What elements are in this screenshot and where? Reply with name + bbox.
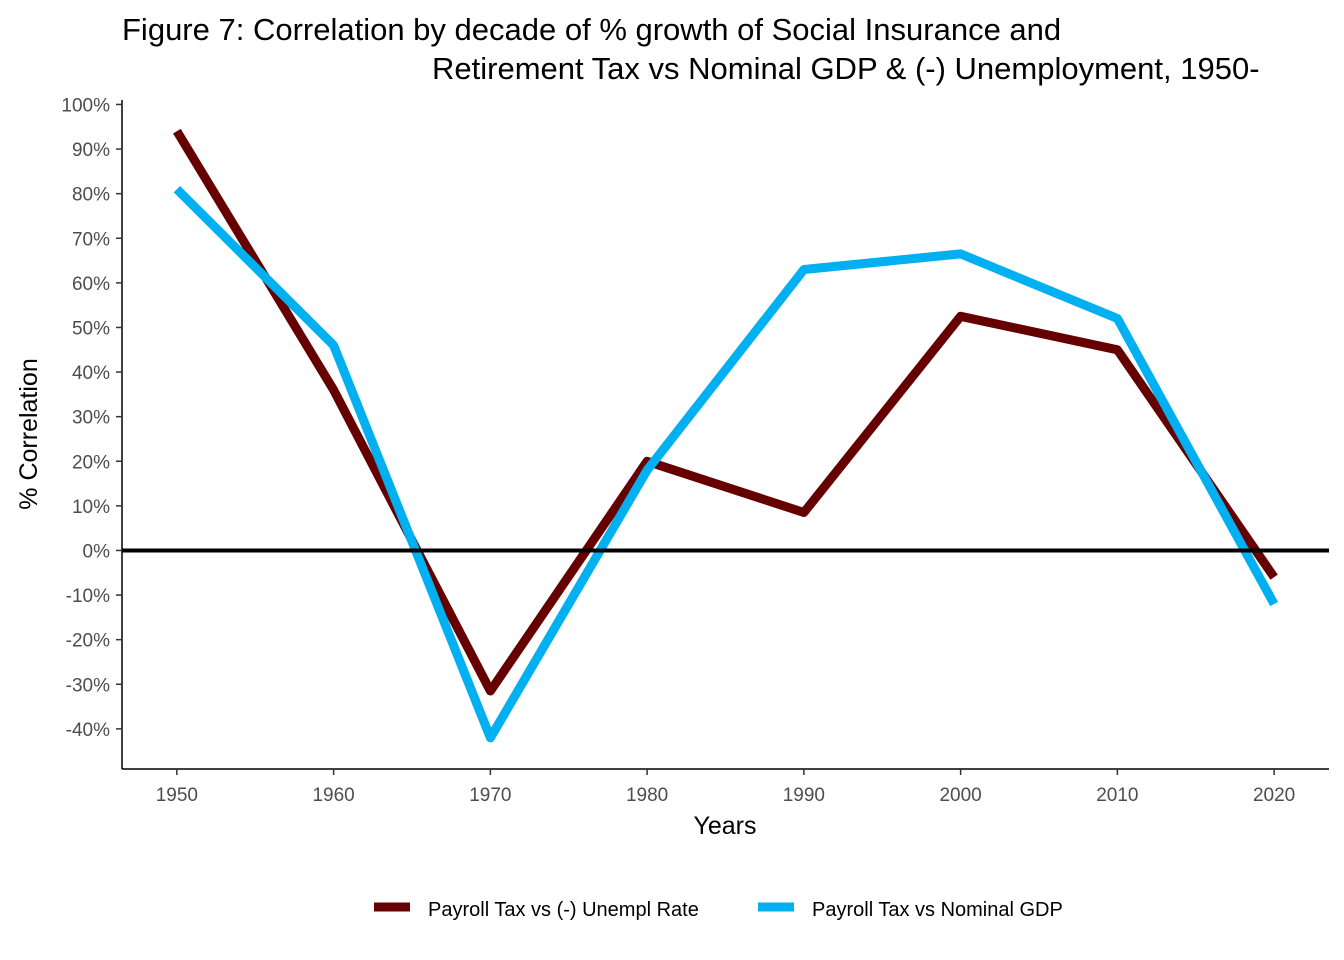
y-tick-label: 70% xyxy=(72,229,110,250)
y-tick-label: 100% xyxy=(61,95,110,116)
chart-title-line-2: Retirement Tax vs Nominal GDP & (-) Unem… xyxy=(432,51,1260,86)
series-line-gdp xyxy=(173,186,1279,743)
y-tick-label: 50% xyxy=(72,318,110,339)
x-axis-title: Years xyxy=(693,812,756,840)
x-tick-label: 2020 xyxy=(1253,785,1295,806)
legend-label-unemployment: Payroll Tax vs (-) Unempl Rate xyxy=(428,899,699,921)
x-tick-label: 1970 xyxy=(469,785,511,806)
x-tick-label: 1950 xyxy=(156,785,198,806)
y-tick-label: -20% xyxy=(66,631,110,652)
y-tick-label: 40% xyxy=(72,363,110,384)
y-tick-label: 90% xyxy=(72,140,110,161)
y-tick-label: -30% xyxy=(66,675,110,696)
y-tick-label: 60% xyxy=(72,274,110,295)
y-tick-label: 20% xyxy=(72,452,110,473)
y-axis-title: % Correlation xyxy=(15,358,43,509)
x-tick-label: 1960 xyxy=(312,785,354,806)
x-tick-label: 1990 xyxy=(783,785,825,806)
y-tick-label: 30% xyxy=(72,408,110,429)
series-line-unemployment xyxy=(173,128,1278,696)
y-tick-label: -10% xyxy=(66,586,110,607)
x-tick-label: 1980 xyxy=(626,785,668,806)
y-tick-label: -40% xyxy=(66,720,110,741)
chart-title-line-1: Figure 7: Correlation by decade of % gro… xyxy=(122,12,1061,47)
y-axis-ticks: -40% -30% -20% -10% 0% 10% 20% 30% 40% 50% 60% 70% 8… xyxy=(61,95,122,741)
y-tick-label: 0% xyxy=(83,541,111,562)
x-axis-ticks: 1950 1960 1970 1980 1990 2000 2010 2020 xyxy=(156,769,1295,806)
y-tick-label: 80% xyxy=(72,185,110,206)
legend-label-gdp: Payroll Tax vs Nominal GDP xyxy=(812,899,1063,921)
x-tick-label: 2000 xyxy=(939,785,981,806)
plot-area xyxy=(122,128,1329,743)
legend: Payroll Tax vs (-) Unempl Rate Payroll T… xyxy=(374,899,1063,921)
x-tick-label: 2010 xyxy=(1096,785,1138,806)
y-tick-label: 10% xyxy=(72,497,110,518)
